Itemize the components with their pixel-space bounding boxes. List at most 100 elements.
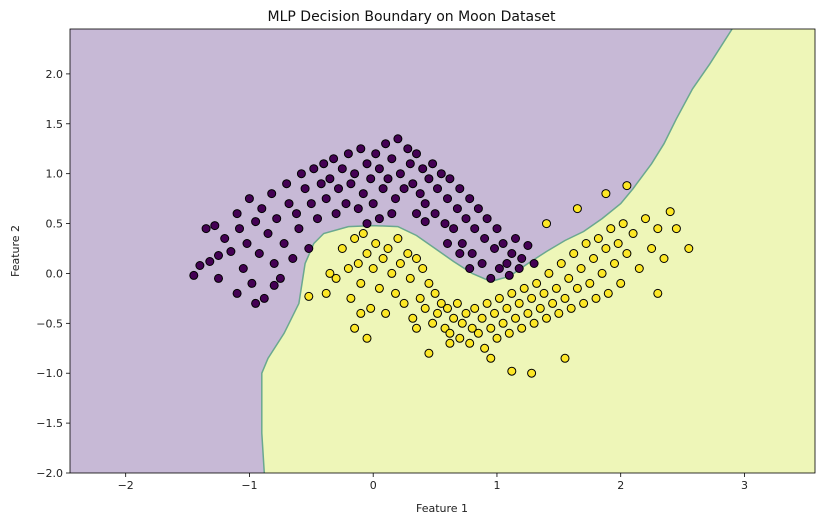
data-point-class1 xyxy=(659,254,669,263)
data-point-class0 xyxy=(292,209,301,219)
data-point-class0 xyxy=(341,199,351,209)
data-point-class0 xyxy=(263,229,273,238)
data-point-class1 xyxy=(579,298,589,308)
y-tick-label: 0.0 xyxy=(46,267,64,280)
data-point-class0 xyxy=(353,204,363,214)
data-point-class0 xyxy=(494,264,504,273)
data-point-class0 xyxy=(210,221,220,231)
data-point-class1 xyxy=(634,264,644,273)
data-point-class1 xyxy=(519,283,529,293)
data-point-class1 xyxy=(412,254,421,263)
data-point-class0 xyxy=(251,217,261,227)
data-point-class1 xyxy=(527,293,537,303)
data-point-class1 xyxy=(467,323,477,333)
data-point-class1 xyxy=(606,224,616,234)
data-point-class1 xyxy=(393,234,403,243)
data-point-class1 xyxy=(362,249,372,258)
data-point-class0 xyxy=(504,270,514,280)
data-point-class1 xyxy=(465,338,475,348)
data-point-class1 xyxy=(581,239,591,248)
data-point-class0 xyxy=(325,174,335,184)
data-point-class1 xyxy=(428,318,438,328)
data-point-class1 xyxy=(529,318,539,328)
data-point-class0 xyxy=(358,189,368,199)
data-point-class1 xyxy=(514,298,524,308)
data-point-class0 xyxy=(362,159,372,169)
data-point-class0 xyxy=(449,224,459,234)
data-point-class0 xyxy=(443,194,452,204)
x-axis: −2 −1 0 1 2 3 xyxy=(118,473,748,492)
data-point-class0 xyxy=(480,234,490,243)
data-point-class1 xyxy=(542,219,551,229)
data-point-class1 xyxy=(321,288,331,298)
data-point-class0 xyxy=(492,224,502,234)
data-point-class0 xyxy=(391,194,400,204)
data-point-class1 xyxy=(445,328,455,338)
data-point-class0 xyxy=(366,174,376,184)
data-point-class0 xyxy=(486,273,496,283)
data-point-class0 xyxy=(371,149,381,159)
data-point-class0 xyxy=(296,169,306,179)
y-tick-label: 0.5 xyxy=(46,218,64,231)
data-point-class1 xyxy=(399,298,409,308)
data-point-class1 xyxy=(548,298,558,308)
data-point-class1 xyxy=(684,244,694,253)
data-point-class1 xyxy=(387,268,397,278)
points-layer xyxy=(189,134,694,378)
data-point-class1 xyxy=(424,348,434,358)
data-point-class1 xyxy=(457,318,467,328)
y-tick-label: −1.0 xyxy=(36,367,63,380)
x-tick-label: −2 xyxy=(118,479,134,492)
data-point-class1 xyxy=(356,278,366,288)
x-tick-label: 3 xyxy=(741,479,748,492)
data-point-class0 xyxy=(244,194,254,204)
data-point-class1 xyxy=(610,259,619,268)
data-point-class0 xyxy=(395,169,405,179)
data-point-class0 xyxy=(267,189,277,199)
data-point-class0 xyxy=(461,214,471,224)
x-axis-label: Feature 1 xyxy=(416,502,468,515)
data-point-class1 xyxy=(665,207,675,217)
data-point-class1 xyxy=(601,189,611,199)
data-point-class1 xyxy=(507,366,517,376)
data-point-class0 xyxy=(238,264,248,273)
data-point-class0 xyxy=(343,149,353,159)
data-point-class1 xyxy=(539,288,549,298)
data-point-class0 xyxy=(420,217,430,227)
data-point-class1 xyxy=(560,293,570,303)
data-point-class0 xyxy=(408,179,418,189)
decision-boundary xyxy=(261,29,733,473)
data-point-class1 xyxy=(653,224,663,234)
data-point-class1 xyxy=(647,244,657,253)
data-point-class1 xyxy=(383,244,393,253)
data-point-class1 xyxy=(593,234,603,243)
data-point-class1 xyxy=(470,303,480,313)
data-point-class1 xyxy=(490,308,499,318)
data-point-class0 xyxy=(331,209,341,219)
data-point-class1 xyxy=(486,323,496,333)
data-point-class1 xyxy=(551,283,561,293)
data-point-class1 xyxy=(601,244,611,253)
data-point-class0 xyxy=(420,199,430,209)
data-point-class1 xyxy=(353,259,363,268)
data-point-class1 xyxy=(405,273,415,283)
data-point-class0 xyxy=(490,244,499,253)
data-point-class1 xyxy=(480,343,490,353)
y-tick-label: 1.0 xyxy=(46,168,64,181)
data-point-class1 xyxy=(403,249,413,258)
data-point-class0 xyxy=(309,164,319,174)
data-point-class0 xyxy=(473,204,483,214)
data-point-class1 xyxy=(436,298,446,308)
data-point-class0 xyxy=(337,164,347,174)
data-point-class0 xyxy=(334,184,343,194)
data-point-class1 xyxy=(653,288,663,298)
chart-title: MLP Decision Boundary on Moon Dataset xyxy=(268,9,556,25)
data-point-class1 xyxy=(576,264,586,273)
data-point-class1 xyxy=(374,283,384,293)
data-point-class1 xyxy=(449,313,459,323)
data-point-class0 xyxy=(383,174,393,184)
plot-frame xyxy=(69,28,816,474)
data-point-class0 xyxy=(455,249,465,258)
data-point-class0 xyxy=(403,144,413,154)
data-point-class0 xyxy=(470,224,480,234)
